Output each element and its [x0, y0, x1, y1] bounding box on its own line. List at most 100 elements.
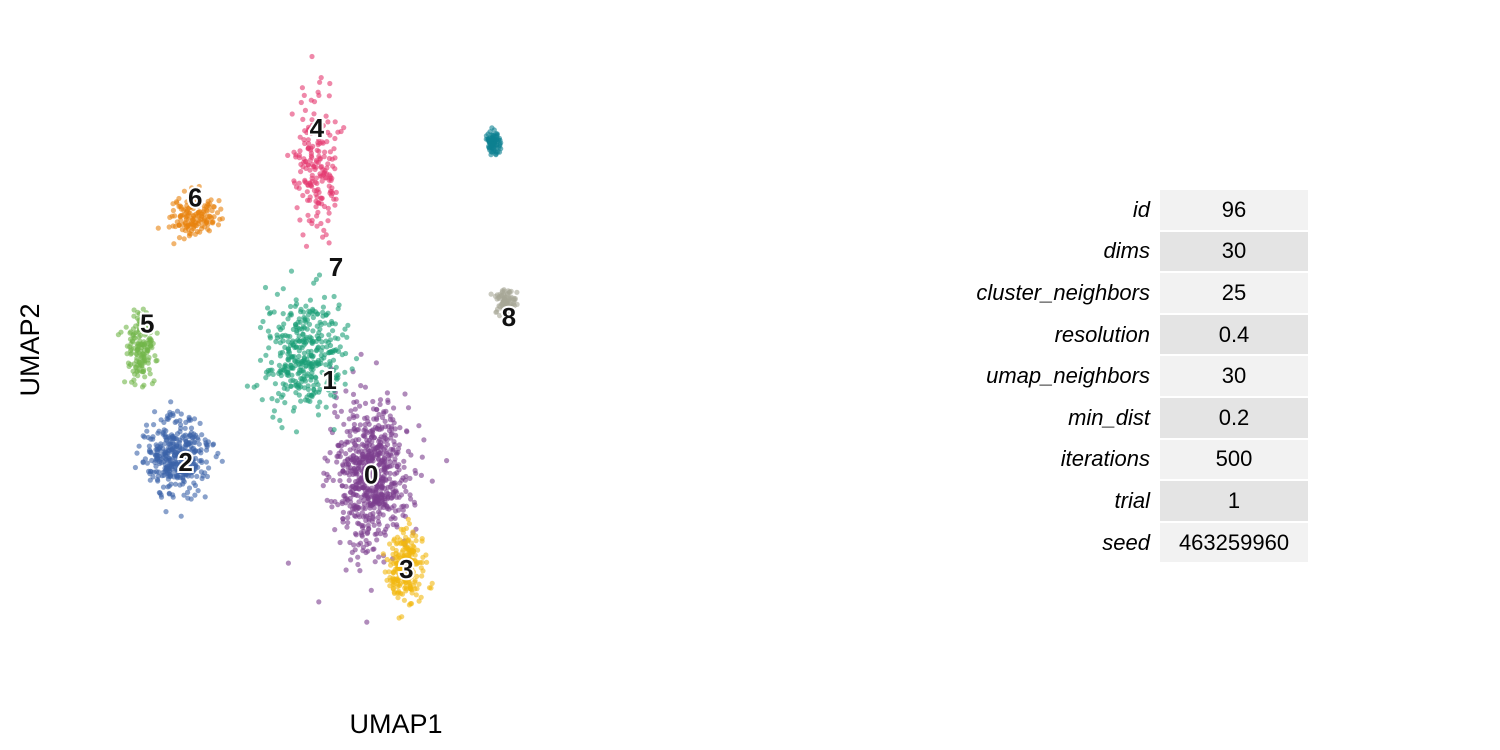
scatter-point [394, 522, 400, 528]
scatter-point [388, 424, 395, 430]
scatter-point [131, 345, 137, 351]
scatter-point [331, 427, 337, 433]
scatter-point [305, 312, 311, 318]
scatter-point [276, 370, 282, 376]
scatter-point [218, 206, 224, 212]
scatter-point [140, 459, 146, 466]
scatter-point [351, 421, 357, 428]
scatter-point [316, 153, 322, 159]
scatter-point [166, 224, 172, 230]
scatter-point [418, 472, 424, 478]
scatter-point [327, 363, 333, 369]
scatter-point [356, 499, 362, 505]
scatter-point [385, 491, 391, 497]
scatter-point [401, 464, 407, 470]
scatter-point [177, 482, 183, 488]
scatter-point [362, 384, 368, 390]
scatter-point [309, 178, 316, 184]
parameters-table-body: id 96 dims 30 cluster_neighbors 25 resolution 0… [930, 190, 1308, 563]
scatter-point [414, 573, 420, 580]
scatter-point [324, 139, 330, 145]
scatter-point [333, 364, 339, 370]
scatter-point [288, 268, 295, 274]
scatter-point [158, 492, 164, 498]
scatter-point [382, 468, 388, 474]
scatter-point [343, 350, 349, 357]
umap-scatter-plot: 0 1 2 3 4 5 6 7 8 UMAP1 UMAP2 [15, 53, 520, 739]
scatter-point [191, 416, 198, 422]
scatter-point [362, 505, 368, 512]
scatter-point [197, 458, 203, 464]
scatter-point [326, 172, 332, 178]
scatter-point [166, 445, 172, 451]
param-row-seed: seed 463259960 [930, 522, 1308, 563]
scatter-point [401, 484, 408, 490]
scatter-point [293, 297, 299, 303]
scatter-point [315, 121, 321, 127]
scatter-point [282, 400, 288, 406]
scatter-point [375, 514, 381, 521]
scatter-point [330, 328, 336, 334]
scatter-point [389, 430, 395, 436]
cluster-1-points [244, 268, 360, 435]
scatter-point [327, 450, 333, 456]
scatter-point [319, 195, 325, 201]
scatter-point [345, 322, 351, 328]
scatter-point [136, 443, 142, 449]
scatter-point [317, 399, 323, 405]
scatter-point [370, 477, 376, 483]
scatter-point [345, 520, 351, 526]
scatter-point [149, 457, 155, 464]
cluster-4-points [285, 53, 347, 249]
scatter-point [156, 469, 162, 475]
scatter-point [373, 486, 379, 492]
scatter-point [381, 446, 387, 452]
scatter-point [163, 509, 169, 515]
scatter-point [183, 470, 189, 477]
cluster-label-4: 4 [310, 113, 325, 143]
scatter-point [136, 311, 143, 317]
scatter-point [332, 409, 338, 416]
scatter-point [190, 456, 196, 462]
scatter-point [300, 116, 306, 122]
scatter-point [374, 537, 380, 543]
scatter-point [366, 493, 372, 499]
scatter-point [334, 376, 340, 382]
scatter-point [337, 478, 343, 484]
cluster-8-points [488, 287, 520, 319]
scatter-point [360, 514, 366, 520]
scatter-point [171, 474, 177, 480]
scatter-point [313, 204, 319, 210]
scatter-point [145, 348, 151, 354]
scatter-point [308, 97, 314, 103]
scatter-point [402, 576, 408, 582]
scatter-point [400, 547, 406, 553]
scatter-point [424, 559, 430, 565]
scatter-point [397, 480, 403, 486]
param-value: 96 [1160, 190, 1308, 230]
scatter-point [350, 391, 357, 397]
scatter-point [388, 446, 394, 452]
scatter-point [186, 463, 193, 469]
scatter-point [311, 163, 317, 169]
scatter-point [280, 333, 286, 339]
scatter-point [333, 196, 339, 202]
scatter-point [486, 139, 492, 145]
scatter-point [320, 304, 326, 310]
param-name: seed [1102, 529, 1150, 555]
scatter-point [179, 446, 185, 452]
scatter-point [310, 339, 317, 345]
scatter-point [195, 488, 201, 494]
scatter-point [177, 418, 183, 424]
param-row-dims: dims 30 [930, 231, 1308, 272]
scatter-point [324, 497, 330, 503]
scatter-point [269, 396, 275, 402]
scatter-point [172, 419, 178, 425]
scatter-point [274, 335, 280, 341]
scatter-point [362, 400, 369, 406]
scatter-point [324, 165, 330, 171]
scatter-point [393, 488, 399, 494]
scatter-point [143, 310, 149, 316]
scatter-point [305, 124, 312, 130]
scatter-point [154, 477, 161, 483]
